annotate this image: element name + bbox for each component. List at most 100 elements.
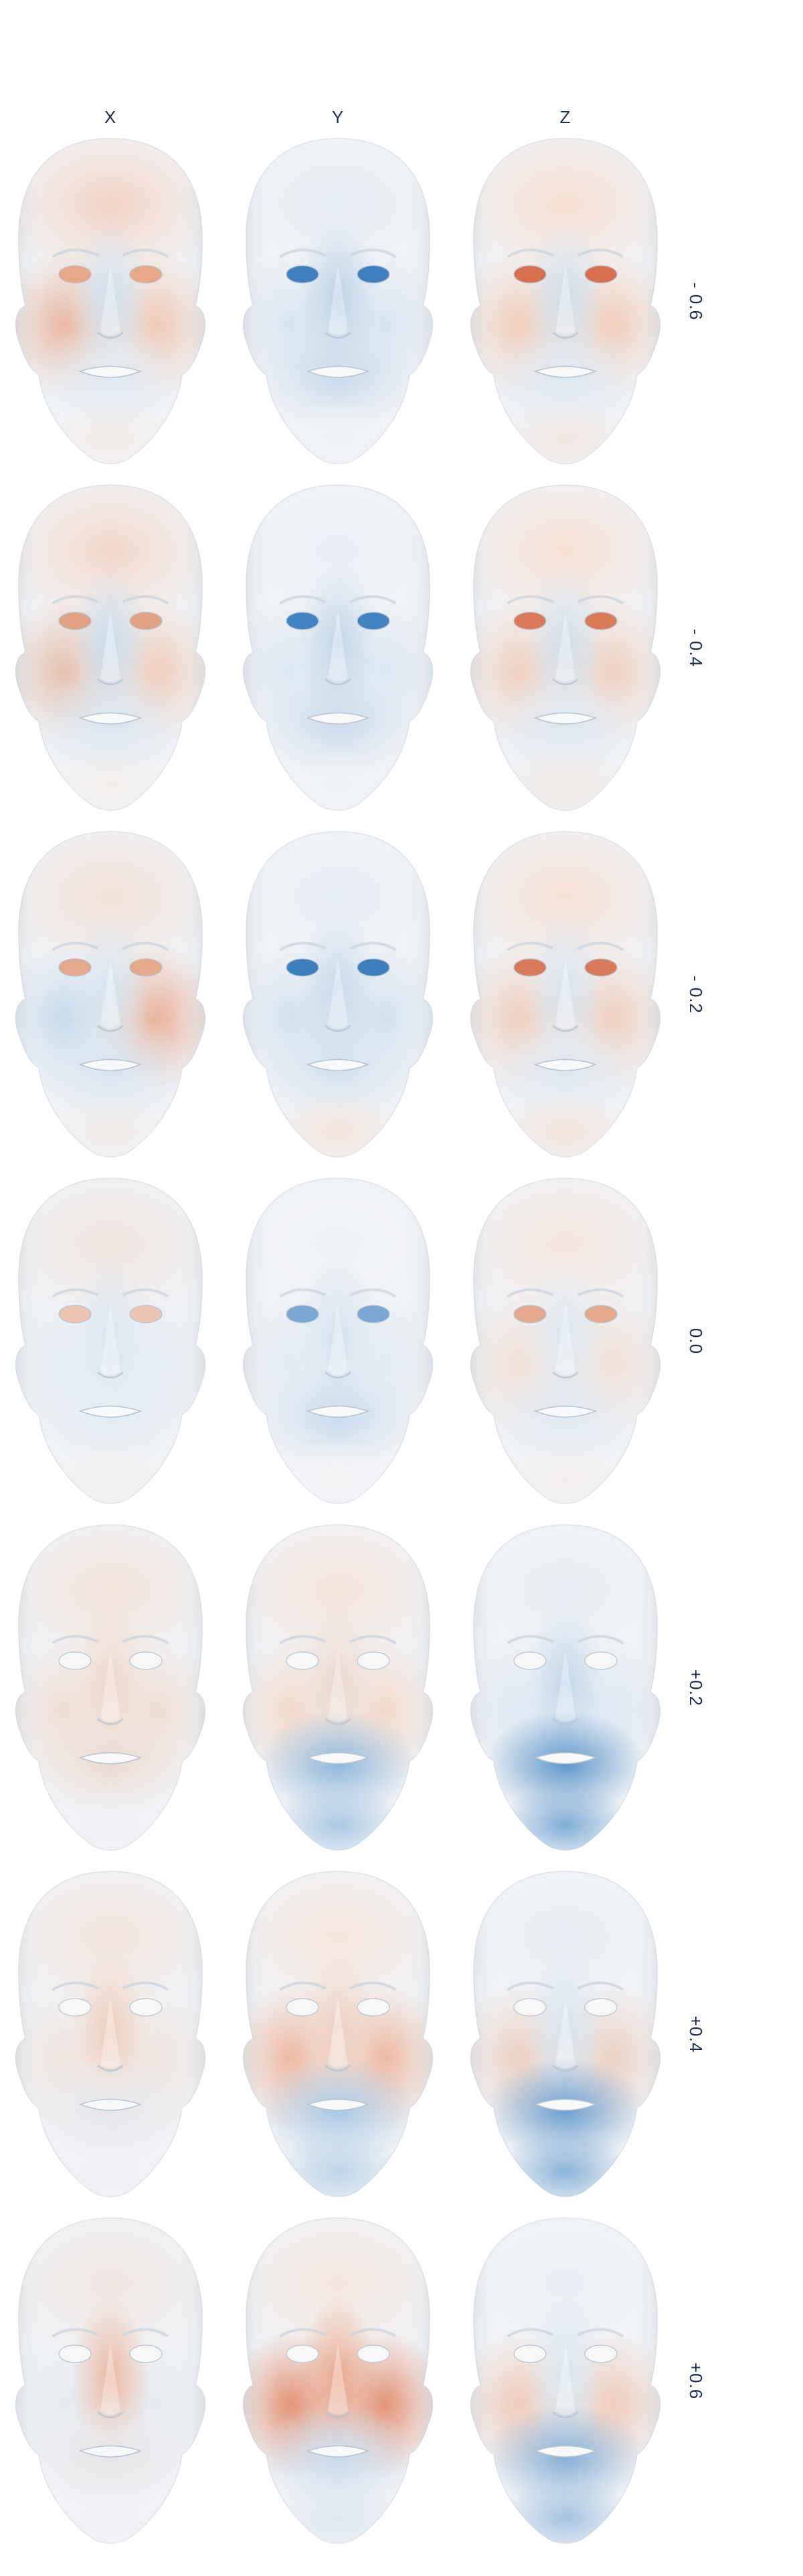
right-eye (584, 958, 618, 977)
face-mesh-x (15, 831, 206, 1158)
right-eye (129, 958, 163, 977)
right-eye (129, 265, 163, 284)
row-label: - 0.4 (676, 477, 716, 818)
left-eye (513, 1998, 547, 2017)
row-label: +0.2 (676, 1517, 716, 1858)
face-render-x (7, 2210, 214, 2551)
face-render-x (7, 1170, 214, 1511)
right-eye (584, 612, 618, 630)
row-label-text: 0.0 (686, 1327, 707, 1354)
mouth (533, 2445, 598, 2458)
right-eye (357, 2344, 390, 2363)
mouth (533, 365, 598, 378)
left-eye (58, 265, 92, 284)
row-label: +0.4 (676, 1863, 716, 2205)
face-mesh-z (470, 831, 661, 1158)
face-mesh-z (470, 484, 661, 811)
face-mesh-z (470, 2217, 661, 2544)
face-render-y (234, 2210, 442, 2551)
face-render-y (234, 477, 442, 818)
face-render-y (234, 1863, 442, 2205)
mouth (306, 365, 370, 378)
face-mesh-z (470, 1524, 661, 1851)
mouth (78, 1752, 143, 1764)
mouth (306, 2445, 370, 2458)
face-render-y (234, 130, 442, 472)
face-render-x (7, 477, 214, 818)
face-row: - 0.4 (0, 477, 803, 818)
face-row: 0.0 (0, 1170, 803, 1511)
face-row: +0.2 (0, 1517, 803, 1858)
mouth (306, 1752, 370, 1764)
face-mesh-x (15, 138, 206, 464)
left-eye (58, 1998, 92, 2017)
left-eye (58, 958, 92, 977)
face-mesh-y (242, 1524, 434, 1851)
face-row: +0.6 (0, 2210, 803, 2551)
right-eye (584, 265, 618, 284)
left-eye (286, 612, 319, 630)
mouth (306, 712, 370, 725)
left-eye (58, 1651, 92, 1670)
face-row: - 0.2 (0, 824, 803, 1165)
right-eye (129, 1305, 163, 1323)
left-eye (513, 2344, 547, 2363)
right-eye (584, 1998, 618, 2017)
mouth (78, 1059, 143, 1071)
face-mesh-x (15, 484, 206, 811)
left-eye (513, 612, 547, 630)
right-eye (129, 612, 163, 630)
right-eye (584, 1305, 618, 1323)
face-render-x (7, 1863, 214, 2205)
row-label-text: - 0.2 (686, 975, 707, 1014)
row-label-text: - 0.4 (686, 628, 707, 667)
column-header-x: X (104, 107, 117, 127)
face-render-x (7, 130, 214, 472)
left-eye (58, 612, 92, 630)
mouth (533, 1405, 598, 1418)
left-eye (58, 1305, 92, 1323)
column-header-z: Z (559, 107, 571, 127)
face-mesh-z (470, 1871, 661, 2197)
face-render-x (7, 824, 214, 1165)
row-label: +0.6 (676, 2210, 716, 2551)
mouth (78, 712, 143, 725)
left-eye (58, 2344, 92, 2363)
right-eye (129, 1651, 163, 1670)
right-eye (357, 1305, 390, 1323)
left-eye (513, 265, 547, 284)
right-eye (129, 2344, 163, 2363)
mouth (533, 1059, 598, 1071)
face-render-z (462, 824, 669, 1165)
left-eye (286, 2344, 319, 2363)
mouth (306, 1405, 370, 1418)
face-mesh-z (470, 1178, 661, 1504)
right-eye (357, 1998, 390, 2017)
right-eye (357, 1651, 390, 1670)
face-render-x (7, 1517, 214, 1858)
face-mesh-x (15, 1524, 206, 1851)
right-eye (357, 958, 390, 977)
face-row: +0.4 (0, 1863, 803, 2205)
row-label: - 0.2 (676, 824, 716, 1165)
left-eye (286, 265, 319, 284)
left-eye (513, 1651, 547, 1670)
mouth (533, 2098, 598, 2111)
face-render-z (462, 1863, 669, 2205)
right-eye (357, 612, 390, 630)
right-eye (129, 1998, 163, 2017)
column-header-y: Y (331, 107, 345, 127)
mouth (533, 1752, 598, 1764)
face-render-z (462, 130, 669, 472)
face-mesh-x (15, 1871, 206, 2197)
row-label-text: +0.6 (686, 2362, 707, 2399)
left-eye (513, 1305, 547, 1323)
left-eye (286, 958, 319, 977)
right-eye (357, 265, 390, 284)
face-mesh-y (242, 1178, 434, 1504)
face-mesh-x (15, 2217, 206, 2544)
row-label: 0.0 (676, 1170, 716, 1511)
left-eye (513, 958, 547, 977)
mouth (78, 2098, 143, 2111)
face-render-z (462, 1170, 669, 1511)
